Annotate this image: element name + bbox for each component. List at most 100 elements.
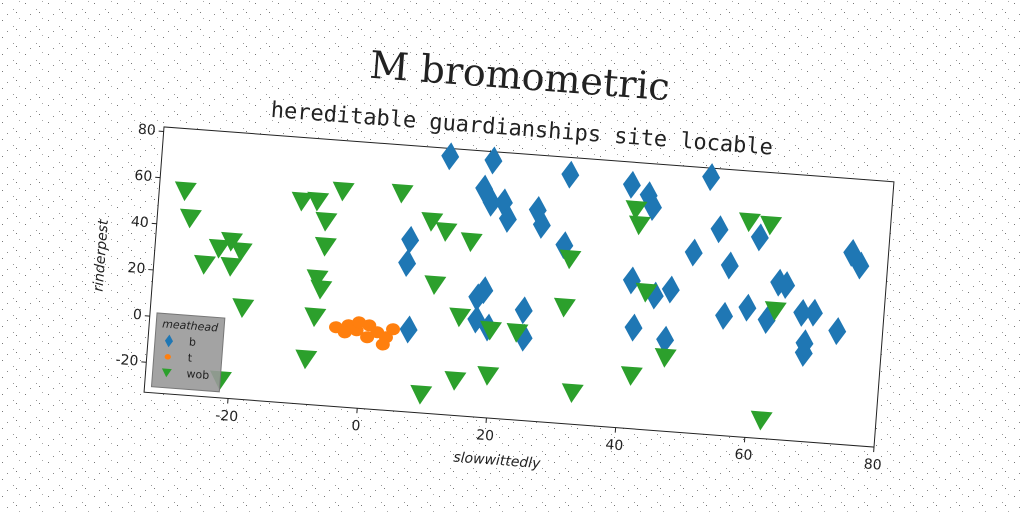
legend-title: meathead — [162, 317, 220, 334]
legend-marker — [161, 368, 172, 378]
point — [559, 249, 582, 270]
point — [441, 142, 460, 171]
point — [484, 146, 503, 175]
x-tick-label: 60 — [734, 447, 753, 464]
point — [532, 210, 551, 239]
point — [622, 170, 641, 199]
point — [793, 298, 812, 327]
y-tick-label: 40 — [130, 214, 149, 231]
point — [561, 383, 584, 404]
point — [710, 215, 729, 244]
legend-label: t — [187, 351, 193, 364]
point — [480, 320, 503, 341]
point — [644, 193, 662, 222]
point — [220, 256, 243, 277]
point — [391, 183, 414, 204]
point — [635, 282, 658, 303]
point — [777, 271, 796, 300]
point — [482, 188, 501, 217]
point — [764, 301, 787, 321]
point — [310, 279, 333, 300]
x-tick-label: -20 — [215, 408, 239, 426]
y-axis-label: rinderpest — [91, 219, 112, 293]
point — [295, 349, 318, 370]
y-tick-label: 20 — [127, 260, 146, 277]
legend-marker — [164, 354, 171, 360]
point — [208, 238, 231, 259]
point — [738, 293, 757, 322]
point — [555, 231, 574, 260]
point — [174, 181, 197, 202]
point — [514, 296, 533, 325]
y-tick-label: 60 — [134, 168, 153, 185]
legend-box — [150, 312, 226, 393]
point — [804, 298, 823, 327]
y-tick-label: 80 — [137, 122, 156, 139]
point — [460, 232, 483, 253]
plot-area — [143, 126, 895, 448]
point — [661, 275, 680, 304]
point — [449, 307, 472, 328]
point — [720, 251, 739, 280]
point — [738, 212, 761, 233]
legend-label: b — [188, 335, 196, 348]
point — [307, 191, 330, 212]
point — [304, 307, 327, 328]
point — [194, 254, 216, 275]
x-tick-label: 80 — [863, 456, 882, 473]
point — [306, 269, 329, 289]
point — [410, 384, 433, 405]
point — [843, 238, 862, 267]
y-tick-label: 0 — [132, 307, 142, 324]
point — [494, 188, 513, 217]
point — [401, 225, 420, 254]
point — [624, 313, 643, 342]
legend-marker — [164, 334, 174, 348]
point — [828, 317, 847, 346]
point — [506, 322, 529, 343]
point — [232, 298, 255, 318]
point — [337, 326, 352, 339]
point — [291, 191, 314, 212]
point — [498, 204, 517, 233]
x-tick-label: 20 — [476, 427, 495, 444]
point — [386, 323, 401, 336]
point — [620, 366, 643, 386]
point — [684, 238, 703, 267]
point — [702, 163, 721, 192]
point — [477, 366, 500, 386]
point — [467, 305, 486, 334]
point — [314, 236, 337, 257]
point — [750, 223, 769, 252]
point — [444, 370, 467, 391]
point — [221, 231, 244, 252]
point — [528, 196, 547, 224]
point — [475, 174, 494, 203]
point — [179, 208, 202, 229]
point — [352, 316, 367, 329]
point — [750, 410, 773, 431]
point — [435, 222, 458, 242]
y-tick-label: -20 — [115, 352, 139, 370]
point — [715, 301, 734, 330]
x-axis-label: slowwittedly — [453, 450, 542, 473]
point — [424, 275, 447, 296]
point — [332, 181, 355, 202]
point — [514, 323, 533, 352]
legend-label: wob — [186, 367, 210, 382]
point — [375, 338, 390, 351]
point — [315, 211, 338, 232]
point — [230, 241, 253, 262]
point — [553, 297, 576, 318]
x-tick-label: 0 — [351, 418, 361, 435]
point — [795, 329, 814, 358]
point — [421, 211, 444, 232]
x-tick-label: 40 — [605, 437, 624, 454]
point — [654, 348, 677, 368]
point — [360, 331, 375, 344]
point — [645, 281, 664, 310]
point — [622, 266, 641, 295]
point — [628, 215, 651, 236]
